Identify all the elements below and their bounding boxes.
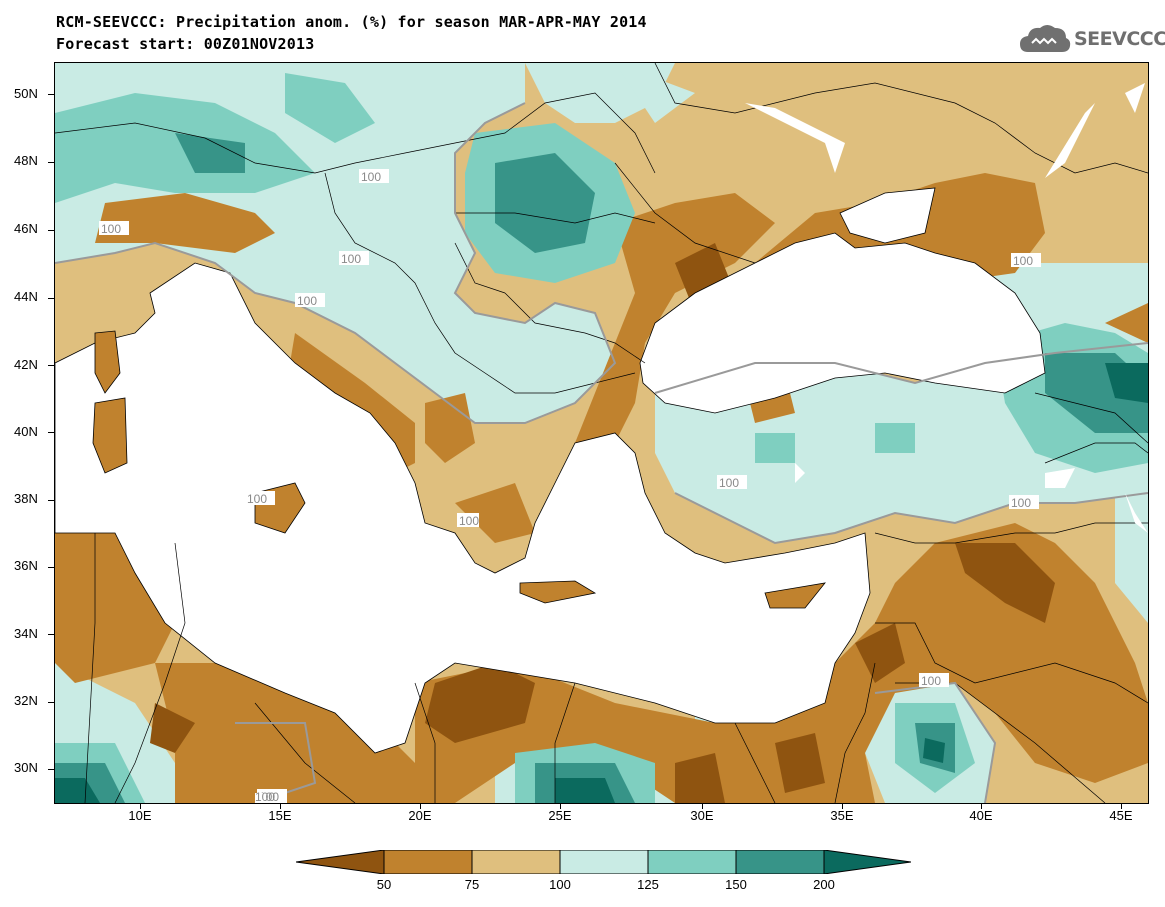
contour-label-3: 100 [339,251,369,266]
x-tick [842,803,843,809]
svg-text:100: 100 [361,170,381,184]
x-tick-label: 40E [969,808,993,823]
x-tick-label: 15E [268,808,292,823]
y-tick-label: 34N [14,626,38,641]
svg-text:100: 100 [1013,254,1033,268]
sea-of-azov [839,187,936,244]
contour-label-6: 100 [717,475,747,490]
cyprus [764,582,826,609]
colorbar-label: 50 [376,877,392,892]
y-tick [48,365,54,366]
contour-label-5: 100 [1011,253,1041,268]
x-tick [1121,803,1122,809]
crete [519,580,597,604]
svg-text:100: 100 [341,252,361,266]
contour-label-4: 100 [295,293,325,308]
contour-label-1: 100 [359,169,389,184]
colorbar-segment-125-150 [647,850,737,874]
contour-label-12: 100 [255,790,275,803]
y-tick [48,432,54,433]
y-tick [48,634,54,635]
colorbar-segment-150-200 [735,850,825,874]
forecast-start-subtitle: Forecast start: 00Z01NOV2013 [56,35,315,53]
y-tick [48,769,54,770]
x-tick [560,803,561,809]
y-tick [48,567,54,568]
y-tick [48,298,54,299]
x-tick [981,803,982,809]
x-tick [420,803,421,809]
contour-100-lines [55,102,1148,803]
y-tick-label: 30N [14,760,38,775]
colorbar [296,850,911,874]
colorbar-label: 150 [725,877,747,892]
colorbar-segment-50-75 [383,850,473,874]
svg-text:100: 100 [921,674,941,688]
cloud-icon [1020,25,1071,52]
y-tick-label: 40N [14,424,38,439]
x-tick [140,803,141,809]
svg-text:100: 100 [719,476,739,490]
y-tick-label: 38N [14,491,38,506]
map-title: RCM-SEEVCCC: Precipitation anom. (%) for… [56,13,647,31]
y-tick-label: 46N [14,221,38,236]
contour-label-8: 100 [919,673,949,688]
x-tick-label: 10E [128,808,152,823]
svg-text:100: 100 [459,514,479,528]
contour-label-7: 100 [1009,495,1039,510]
y-tick [48,162,54,163]
y-tick [48,94,54,95]
anomaly-zone-above-200 [55,363,1148,803]
sardinia [92,397,128,474]
corsica [94,330,121,394]
svg-text:100: 100 [297,294,317,308]
contour-label-11: 100 [457,513,479,528]
contour-label-10: 100 [245,491,275,506]
x-tick [280,803,281,809]
x-tick-label: 25E [548,808,572,823]
colorbar-label: 200 [813,877,835,892]
x-tick-label: 30E [690,808,714,823]
anomaly-zone-below-50 [150,243,1055,803]
colorbar-label: 75 [464,877,480,892]
colorbar-segment-75-100 [471,850,561,874]
contour-label-group: 100 100 100 100 100 100 100 100 100 100 … [99,169,1041,803]
svg-text:100: 100 [1011,496,1031,510]
precipitation-anomaly-map: 100 100 100 100 100 100 100 100 100 100 … [54,62,1149,804]
colorbar-segment-above-200 [823,850,911,874]
y-tick-label: 48N [14,153,38,168]
y-tick-label: 42N [14,357,38,372]
svg-text:100: 100 [247,492,267,506]
y-tick [48,230,54,231]
y-tick-label: 32N [14,693,38,708]
x-tick-label: 45E [1109,808,1133,823]
svg-text:100: 100 [101,222,121,236]
x-tick-label: 35E [830,808,854,823]
mediterranean-sea [55,262,871,754]
y-tick-label: 44N [14,289,38,304]
contour-label-2: 100 [99,221,129,236]
colorbar-label: 125 [637,877,659,892]
missing-data-spots [745,83,1148,533]
country-borders [55,63,1148,803]
seevccc-logo: SEEVCCC [1018,22,1165,58]
colorbar-label: 100 [549,877,571,892]
logo-text: SEEVCCC [1074,28,1165,50]
colorbar-segment-100-125 [559,850,649,874]
y-tick [48,702,54,703]
colorbar-segment-below-50 [296,850,385,874]
y-tick [48,500,54,501]
svg-text:100: 100 [255,790,275,803]
anomaly-zone-150-200 [55,133,1148,803]
x-tick [702,803,703,809]
y-tick-label: 50N [14,86,38,101]
x-tick-label: 20E [408,808,432,823]
y-tick-label: 36N [14,558,38,573]
